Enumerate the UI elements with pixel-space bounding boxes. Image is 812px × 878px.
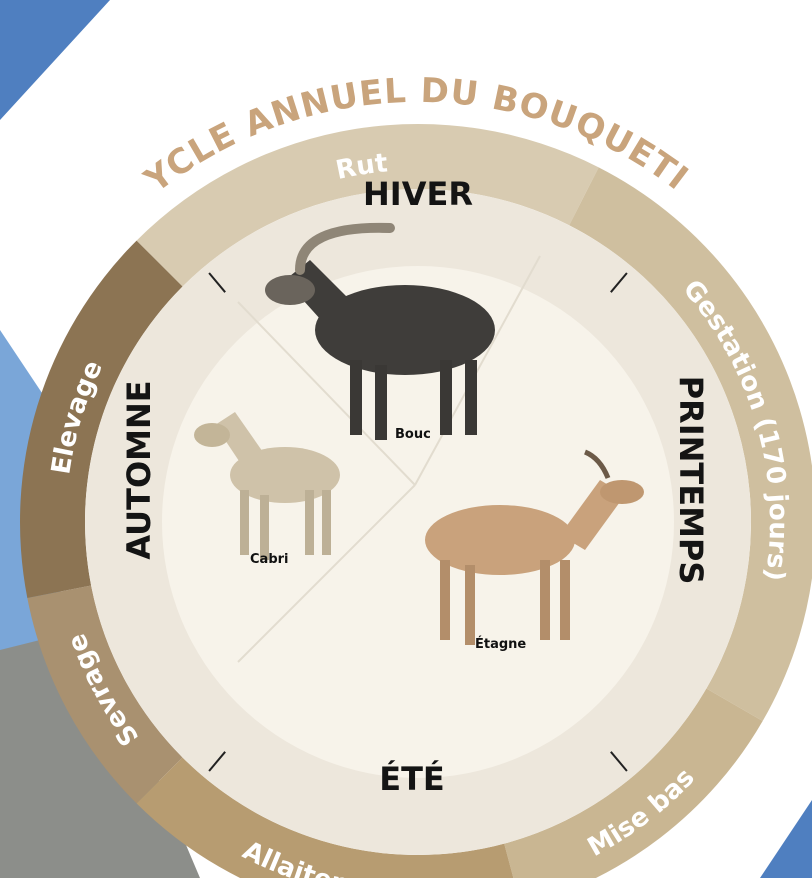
etagne-leg <box>540 560 550 640</box>
bouc-leg <box>465 360 477 435</box>
cabri-leg <box>305 490 314 555</box>
etagne-head <box>600 480 644 504</box>
etagne-leg <box>440 560 450 640</box>
animal-label: Cabri <box>250 552 289 567</box>
cabri-leg <box>240 490 249 555</box>
cabri-head <box>194 423 230 447</box>
animal-label: Étagne <box>475 636 526 652</box>
bouc-head <box>265 275 315 305</box>
cycle-diagram: RutGestation (170 jours)Mise basAllaitem… <box>0 0 812 878</box>
etagne-leg <box>560 560 570 640</box>
season-label: HIVER <box>363 175 473 213</box>
bouc-leg <box>440 360 452 435</box>
bouc-leg <box>375 365 387 440</box>
season-label: ÉTÉ <box>379 760 445 798</box>
etagne-leg <box>465 565 475 645</box>
season-label: PRINTEMPS <box>672 376 710 585</box>
cabri-leg <box>260 495 269 560</box>
cabri-leg <box>322 490 331 555</box>
animal-label: Bouc <box>395 427 431 442</box>
season-label: AUTOMNE <box>120 380 158 559</box>
bouc-leg <box>350 360 362 435</box>
